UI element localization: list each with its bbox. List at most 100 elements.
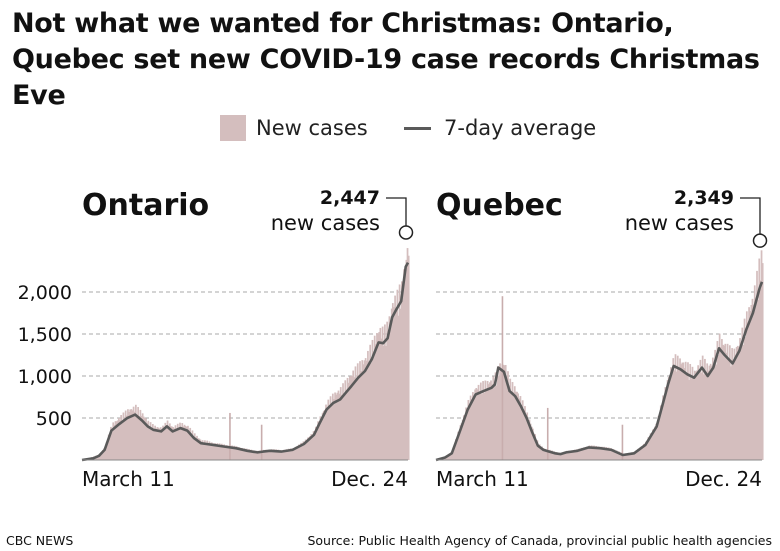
- ontario-bar: [124, 410, 127, 460]
- ontario-spike-bar: [260, 424, 263, 460]
- ontario-bar: [351, 375, 353, 460]
- ontario-bar: [337, 390, 340, 460]
- quebec-bar: [615, 450, 618, 460]
- ontario-bar: [170, 426, 172, 460]
- quebec-bar: [518, 398, 521, 460]
- quebec-bar: [459, 425, 462, 460]
- quebec-bar: [543, 448, 546, 460]
- quebec-bar: [525, 416, 527, 460]
- ontario-bar: [338, 393, 341, 460]
- ontario-bar: [194, 437, 197, 460]
- ontario-bar: [211, 443, 214, 460]
- quebec-bar: [631, 453, 634, 460]
- quebec-bar: [453, 445, 456, 460]
- quebec-bar: [481, 394, 483, 460]
- ontario-bar: [341, 394, 343, 460]
- quebec-bar: [753, 285, 756, 460]
- quebec-bar: [601, 446, 603, 460]
- ontario-bar: [251, 450, 254, 460]
- ontario-bar: [307, 437, 309, 460]
- quebec-bar: [604, 448, 607, 460]
- ontario-bar: [298, 444, 300, 460]
- credit-label: CBC NEWS: [6, 533, 74, 548]
- quebec-bar: [623, 454, 626, 460]
- ontario-bar: [364, 358, 367, 460]
- ontario-bar: [253, 450, 256, 460]
- y-tick-label: 1,000: [18, 366, 72, 388]
- ontario-bar: [367, 350, 369, 460]
- ontario-bar: [190, 433, 193, 460]
- ontario-bar: [330, 404, 333, 460]
- quebec-bar: [693, 370, 696, 460]
- ontario-bar: [320, 417, 323, 460]
- quebec-bar: [713, 366, 715, 460]
- quebec-bar: [602, 447, 604, 460]
- quebec-bar: [527, 419, 530, 460]
- quebec-bar: [524, 406, 526, 460]
- ontario-bar: [379, 327, 382, 460]
- quebec-bar: [553, 451, 556, 460]
- quebec-bar: [613, 449, 616, 460]
- ontario-bar: [328, 407, 331, 460]
- ontario-bar: [407, 255, 410, 460]
- quebec-bar: [496, 366, 499, 460]
- ontario-bar: [354, 366, 357, 460]
- quebec-bar: [714, 349, 716, 460]
- ontario-bar: [290, 448, 292, 460]
- quebec-bar: [592, 448, 594, 460]
- quebec-bar: [537, 446, 540, 460]
- ontario-bar: [142, 416, 145, 460]
- ontario-bar: [221, 443, 223, 460]
- quebec-bar: [614, 450, 617, 460]
- quebec-annotation-marker: [752, 233, 768, 248]
- quebec-bar: [748, 307, 750, 460]
- quebec-bar: [721, 339, 723, 460]
- ontario-bar: [291, 449, 293, 460]
- ontario-bar: [165, 427, 168, 460]
- quebec-bar: [649, 433, 652, 460]
- ontario-bar: [262, 449, 265, 460]
- ontario-bar: [136, 414, 138, 460]
- ontario-bar: [259, 451, 262, 460]
- quebec-bar: [474, 389, 477, 460]
- ontario-bar: [99, 452, 102, 460]
- quebec-bar: [587, 446, 590, 460]
- quebec-bar: [487, 384, 490, 460]
- quebec-bar: [512, 392, 515, 460]
- quebec-bar: [555, 452, 558, 460]
- ontario-bar: [356, 363, 359, 460]
- ontario-bar: [120, 415, 123, 460]
- ontario-bar: [208, 441, 211, 460]
- ontario-bar: [325, 404, 327, 460]
- quebec-bar: [588, 445, 591, 460]
- ontario-bar: [372, 354, 375, 460]
- ontario-bar: [333, 399, 335, 460]
- ontario-bar: [308, 437, 310, 460]
- ontario-bar: [146, 422, 149, 460]
- quebec-bar: [735, 346, 738, 460]
- ontario-bar: [207, 443, 210, 460]
- quebec-bar: [661, 411, 663, 460]
- quebec-bar: [696, 370, 698, 460]
- ontario-bar: [385, 346, 387, 460]
- legend: New cases 7-day average: [0, 112, 780, 144]
- quebec-bar: [585, 447, 587, 460]
- quebec-bar: [570, 450, 573, 460]
- quebec-bar: [470, 401, 473, 460]
- ontario-bar: [287, 448, 290, 460]
- ontario-bar: [313, 433, 316, 460]
- y-tick-label: 1,500: [18, 324, 72, 346]
- quebec-bar: [473, 394, 475, 460]
- ontario-bar: [360, 371, 362, 460]
- quebec-bar: [521, 400, 524, 460]
- quebec-bar: [550, 451, 552, 460]
- ontario-bar: [171, 426, 173, 460]
- quebec-bar: [491, 384, 493, 460]
- ontario-bar: [353, 377, 356, 460]
- quebec-bar: [607, 447, 610, 460]
- ontario-panel-title: Ontario: [82, 188, 209, 223]
- ontario-bar: [299, 445, 301, 460]
- ontario-bar: [210, 442, 213, 460]
- ontario-bar: [129, 409, 132, 460]
- ontario-bar: [319, 416, 322, 460]
